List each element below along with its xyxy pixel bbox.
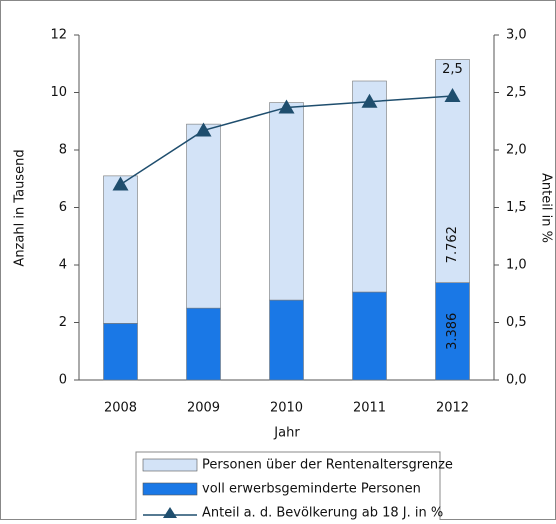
legend-marker (163, 507, 177, 518)
x-axis-title: Jahr (273, 426, 300, 441)
line-marker (278, 99, 295, 114)
bar (186, 307, 221, 381)
bar (435, 282, 470, 381)
y-tick-label: 12 (50, 28, 67, 43)
y-tick-label: 6 (59, 200, 67, 215)
x-tick-label: 2012 (436, 401, 469, 416)
y2-tick-label: 2,0 (506, 143, 527, 158)
y2-tick-label: 3,0 (506, 28, 527, 43)
line-value-label: 2,5 (442, 62, 463, 77)
bar (269, 299, 304, 381)
y2-tick-label: 1,5 (506, 200, 527, 215)
line-marker (361, 93, 378, 108)
legend-swatch (142, 482, 198, 496)
legend-swatch (142, 458, 198, 472)
y2-tick-label: 2,5 (506, 85, 527, 100)
bar (352, 80, 387, 293)
bar (103, 323, 138, 381)
y-tick-label: 4 (59, 258, 67, 273)
legend-label: Personen über der Rentenaltersgrenze (202, 458, 453, 473)
y-tick-label: 10 (50, 85, 67, 100)
y2-tick-label: 0,0 (506, 373, 527, 388)
line-marker (195, 122, 212, 137)
x-tick-label: 2008 (104, 401, 137, 416)
y2-tick-label: 1,0 (506, 258, 527, 273)
line-marker (112, 176, 129, 191)
y-tick-label: 2 (59, 315, 67, 330)
line-marker (444, 87, 461, 102)
y-axis-title: Anzahl in Tausend (13, 149, 28, 266)
y-tick-label: 0 (59, 373, 67, 388)
bar (269, 102, 304, 301)
bar (103, 175, 138, 324)
y-tick-label: 8 (59, 143, 67, 158)
bar-value-label: 3.386 (445, 313, 460, 350)
legend-label: Anteil a. d. Bevölkerung ab 18 J. in % (202, 506, 443, 521)
bar (352, 291, 387, 381)
x-tick-label: 2011 (353, 401, 386, 416)
legend-label: voll erwerbsgeminderte Personen (202, 482, 421, 497)
y2-tick-label: 0,5 (506, 315, 527, 330)
bar (186, 123, 221, 309)
x-tick-label: 2009 (187, 401, 220, 416)
y2-axis-title: Anteil in % (539, 173, 554, 243)
bar-value-label: 7.762 (445, 226, 460, 263)
x-tick-label: 2010 (270, 401, 303, 416)
